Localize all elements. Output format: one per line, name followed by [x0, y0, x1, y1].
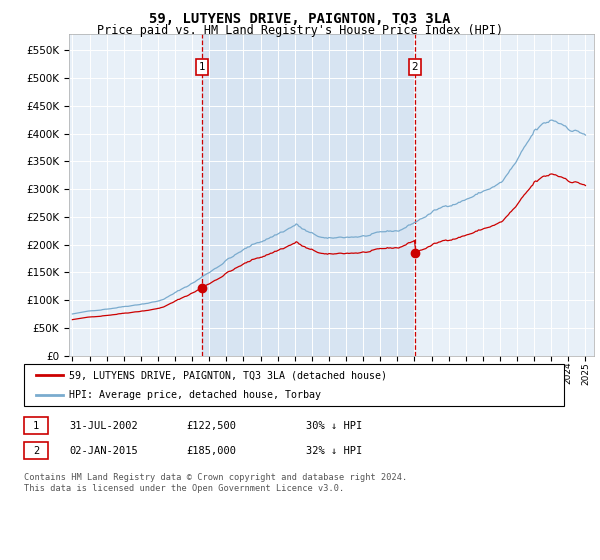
Text: 59, LUTYENS DRIVE, PAIGNTON, TQ3 3LA: 59, LUTYENS DRIVE, PAIGNTON, TQ3 3LA [149, 12, 451, 26]
Text: £185,000: £185,000 [186, 446, 236, 456]
Text: 1: 1 [199, 62, 205, 72]
Bar [202, 34, 415, 356]
Text: HPI: Average price, detached house, Torbay: HPI: Average price, detached house, Torb… [69, 390, 321, 400]
Text: £122,500: £122,500 [186, 421, 236, 431]
Text: 59, LUTYENS DRIVE, PAIGNTON, TQ3 3LA (detached house): 59, LUTYENS DRIVE, PAIGNTON, TQ3 3LA (de… [69, 370, 387, 380]
Text: 30% ↓ HPI: 30% ↓ HPI [306, 421, 362, 431]
Text: 2: 2 [33, 446, 39, 456]
Text: Price paid vs. HM Land Registry's House Price Index (HPI): Price paid vs. HM Land Registry's House … [97, 24, 503, 36]
Text: 32% ↓ HPI: 32% ↓ HPI [306, 446, 362, 456]
Text: Contains HM Land Registry data © Crown copyright and database right 2024.
This d: Contains HM Land Registry data © Crown c… [24, 473, 407, 493]
Text: 31-JUL-2002: 31-JUL-2002 [69, 421, 138, 431]
Text: 1: 1 [33, 421, 39, 431]
Text: 2: 2 [412, 62, 418, 72]
Text: 02-JAN-2015: 02-JAN-2015 [69, 446, 138, 456]
